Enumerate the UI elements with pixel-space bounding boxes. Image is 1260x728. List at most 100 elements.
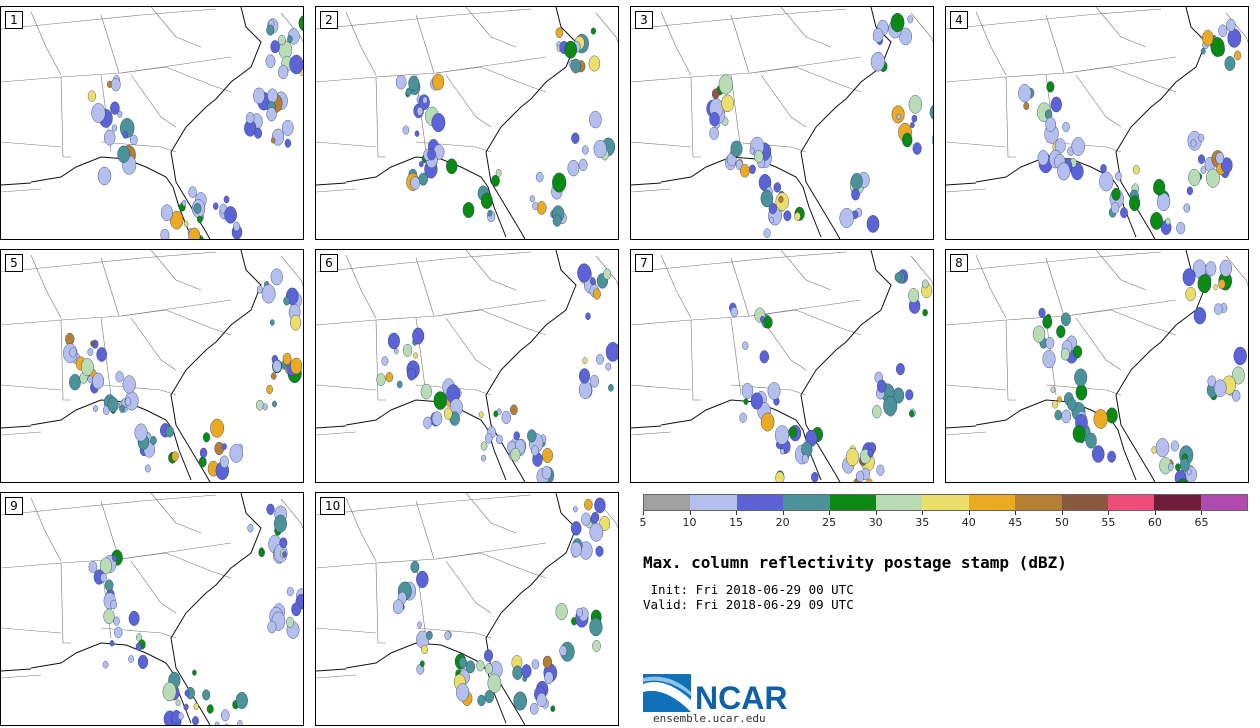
member-number: 7 <box>635 254 653 272</box>
member-number: 6 <box>320 254 338 272</box>
reflectivity-cell <box>416 570 429 588</box>
reflectivity-cell <box>1100 164 1107 174</box>
reflectivity-cell <box>783 210 792 222</box>
reflectivity-cell <box>510 404 518 416</box>
reflectivity-cell <box>1233 346 1247 366</box>
reflectivity-cell <box>1215 152 1225 165</box>
reflectivity-cell <box>1197 274 1212 294</box>
reflectivity-cell <box>419 161 424 168</box>
reflectivity-cell <box>103 608 115 625</box>
reflectivity-cell <box>589 617 603 637</box>
reflectivity-cell <box>718 74 733 95</box>
reflectivity-cell <box>465 660 476 674</box>
colorbar-tick <box>968 511 970 515</box>
reflectivity-cell <box>1200 166 1207 174</box>
colorbar-segment <box>1107 495 1155 510</box>
reflectivity-cell <box>788 426 797 439</box>
reflectivity-cell <box>909 410 915 418</box>
map-svg <box>946 250 1248 482</box>
reflectivity-cell <box>175 699 181 707</box>
reflectivity-cell <box>484 690 495 704</box>
reflectivity-colorbar <box>643 494 1248 511</box>
colorbar-tick-label: 40 <box>961 516 976 529</box>
colorbar-tick-label: 35 <box>915 516 930 529</box>
reflectivity-cell <box>743 398 749 405</box>
reflectivity-cell <box>1207 375 1216 388</box>
reflectivity-cell <box>595 545 604 557</box>
reflectivity-cell <box>477 694 486 707</box>
reflectivity-cell <box>267 620 277 634</box>
reflectivity-cell <box>929 105 933 120</box>
reflectivity-cell <box>552 172 567 193</box>
reflectivity-cell <box>1219 259 1232 277</box>
reflectivity-cell <box>192 716 199 725</box>
reflectivity-cell <box>283 296 290 306</box>
reflectivity-cell <box>298 15 303 32</box>
reflectivity-cell <box>119 404 126 413</box>
reflectivity-cell <box>183 220 189 227</box>
reflectivity-cell <box>1190 139 1197 148</box>
reflectivity-cell <box>202 689 211 701</box>
reflectivity-cell <box>1060 347 1070 361</box>
reflectivity-cell <box>165 425 174 438</box>
reflectivity-cell <box>202 432 211 443</box>
reflectivity-cell <box>90 340 95 347</box>
colorbar-segment <box>690 495 737 510</box>
member-number: 1 <box>5 11 23 29</box>
reflectivity-cell <box>1205 261 1217 277</box>
reflectivity-cell <box>1062 121 1070 133</box>
postage-stamp-panel: 10 <box>315 492 619 726</box>
reflectivity-cell <box>112 554 118 562</box>
reflectivity-cell <box>287 35 293 43</box>
reflectivity-cell <box>405 87 412 96</box>
reflectivity-cell <box>224 723 229 725</box>
map-svg <box>1 250 303 482</box>
website-url: ensemble.ucar.edu <box>653 712 766 725</box>
reflectivity-cell <box>774 425 789 445</box>
reflectivity-cell <box>134 423 148 442</box>
reflectivity-cell <box>850 172 863 190</box>
reflectivity-cell <box>266 503 275 515</box>
reflectivity-cell <box>581 145 589 155</box>
reflectivity-cell <box>278 34 286 46</box>
colorbar-tick <box>782 511 784 515</box>
reflectivity-cell <box>801 454 809 464</box>
colorbar-segment <box>1061 495 1108 510</box>
postage-stamp-panel: 1 <box>0 6 304 240</box>
reflectivity-cell <box>431 113 446 133</box>
reflectivity-cell <box>1226 18 1236 32</box>
reflectivity-cell <box>495 168 502 177</box>
reflectivity-cell <box>1072 345 1083 359</box>
reflectivity-cell <box>402 344 413 357</box>
reflectivity-cell <box>266 384 273 395</box>
reflectivity-cell <box>767 382 781 400</box>
reflectivity-cell <box>193 702 199 710</box>
reflectivity-cell <box>1093 409 1108 429</box>
reflectivity-cell <box>570 541 582 558</box>
reflectivity-cell <box>1075 384 1088 401</box>
reflectivity-cell <box>1213 379 1227 397</box>
reflectivity-cell <box>550 705 556 712</box>
member-number: 5 <box>5 254 23 272</box>
reflectivity-cell <box>421 644 428 655</box>
reflectivity-cell <box>1061 409 1072 424</box>
reflectivity-cell <box>278 64 289 80</box>
reflectivity-cell <box>290 314 302 331</box>
reflectivity-cell <box>1054 409 1063 421</box>
reflectivity-cell <box>876 464 885 476</box>
reflectivity-cell <box>291 602 302 617</box>
reflectivity-cell <box>122 375 136 394</box>
colorbar-tick-label: 60 <box>1147 516 1162 529</box>
reflectivity-cell <box>495 434 503 445</box>
reflectivity-cell <box>730 306 738 318</box>
reflectivity-cell <box>760 189 774 208</box>
ncar-logo: NCAR <box>643 674 787 714</box>
reflectivity-cell <box>99 557 113 575</box>
reflectivity-cell <box>709 126 719 140</box>
reflectivity-cell <box>866 215 880 233</box>
reflectivity-cell <box>376 373 386 387</box>
reflectivity-cell <box>931 134 933 145</box>
colorbar-segment <box>1154 495 1201 510</box>
map-svg <box>316 7 618 239</box>
reflectivity-cell <box>247 524 254 533</box>
